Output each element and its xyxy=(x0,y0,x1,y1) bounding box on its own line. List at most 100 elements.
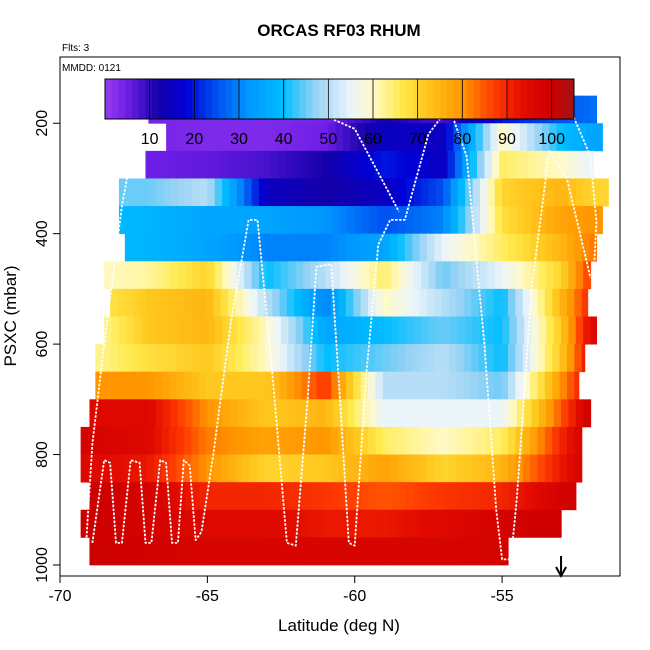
heatmap-cell xyxy=(531,316,540,345)
heatmap-cell xyxy=(502,399,511,428)
heatmap-cell xyxy=(331,288,340,317)
heatmap-cell xyxy=(353,426,362,455)
heatmap-cell xyxy=(369,316,378,345)
heatmap-cell xyxy=(390,509,399,538)
heatmap-cell xyxy=(183,509,192,538)
colorbar-swatch xyxy=(520,79,528,119)
colorbar-swatch xyxy=(151,79,160,119)
heatmap-cell xyxy=(347,399,356,428)
heatmap-cell xyxy=(368,371,376,400)
colorbar-swatch xyxy=(513,79,521,119)
heatmap-cell xyxy=(390,371,399,400)
heatmap-cell xyxy=(198,233,207,262)
heatmap-cell xyxy=(250,426,259,455)
heatmap-cell xyxy=(126,261,135,290)
heatmap-cell xyxy=(340,399,348,428)
heatmap-cell xyxy=(102,509,111,538)
heatmap-cell xyxy=(294,426,303,455)
heatmap-cell xyxy=(419,344,428,373)
heatmap-cell xyxy=(574,426,583,455)
heatmap-cell xyxy=(169,288,178,317)
heatmap-cell xyxy=(360,233,369,262)
heatmap-cell xyxy=(404,371,413,400)
heatmap-cell xyxy=(177,399,186,428)
y-tick-label: 800 xyxy=(34,441,51,468)
heatmap-cell xyxy=(566,344,575,373)
heatmap-cell xyxy=(581,233,590,262)
heatmap-cell xyxy=(307,150,316,179)
colorbar-tick-label: 10 xyxy=(141,131,159,148)
heatmap-cell xyxy=(435,316,444,345)
heatmap-cell xyxy=(406,537,415,566)
heatmap-cell xyxy=(435,206,444,235)
heatmap-cell xyxy=(388,150,397,179)
colorbar xyxy=(104,78,575,120)
heatmap-cell xyxy=(559,426,568,455)
heatmap-cell xyxy=(323,233,332,262)
heatmap-cell xyxy=(170,537,179,566)
heatmap-cell xyxy=(457,399,466,428)
heatmap-cell xyxy=(398,537,407,566)
heatmap-cell xyxy=(124,371,133,400)
heatmap-cell xyxy=(205,426,214,455)
heatmap-cell xyxy=(264,371,273,400)
heatmap-cell xyxy=(537,426,546,455)
heatmap-cell xyxy=(214,206,223,235)
heatmap-cell xyxy=(214,537,223,566)
heatmap-cell xyxy=(376,537,385,566)
heatmap-cell xyxy=(347,261,356,290)
heatmap-cell xyxy=(471,371,480,400)
heatmap-cell xyxy=(382,288,391,317)
heatmap-cell xyxy=(310,537,319,566)
heatmap-cell xyxy=(478,288,487,317)
heatmap-cell xyxy=(176,509,185,538)
heatmap-cell xyxy=(273,206,282,235)
heatmap-cell xyxy=(434,344,443,373)
colorbar-tick-label: 100 xyxy=(538,131,565,148)
heatmap-cell xyxy=(133,178,142,207)
heatmap-cell xyxy=(317,206,326,235)
heatmap-cell xyxy=(345,426,354,455)
heatmap-cell xyxy=(413,399,422,428)
heatmap-cell xyxy=(580,150,589,179)
heatmap-cell xyxy=(494,316,503,345)
heatmap-cell xyxy=(294,288,303,317)
heatmap-cell xyxy=(301,509,310,538)
colorbar-swatch xyxy=(500,79,508,119)
heatmap-cell xyxy=(132,509,141,538)
heatmap-cell xyxy=(191,233,200,262)
heatmap-cell xyxy=(207,482,216,511)
heatmap-cell xyxy=(344,150,353,179)
heatmap-cell xyxy=(384,399,393,428)
heatmap-cell xyxy=(110,371,119,400)
heatmap-cell xyxy=(228,233,236,262)
heatmap-cell xyxy=(450,537,459,566)
heatmap-cell xyxy=(508,344,516,373)
heatmap-cell xyxy=(382,371,391,400)
heatmap-cell xyxy=(250,344,259,373)
heatmap-cell xyxy=(309,454,318,483)
heatmap-cell xyxy=(276,123,285,152)
heatmap-cell xyxy=(217,123,226,152)
heatmap-cell xyxy=(214,399,223,428)
heatmap-cell xyxy=(141,261,150,290)
heatmap-cell xyxy=(242,509,251,538)
heatmap-cell xyxy=(463,371,472,400)
heatmap-cell xyxy=(270,150,279,179)
heatmap-cell xyxy=(220,233,229,262)
heatmap-cell xyxy=(117,509,126,538)
y-tick-label: 200 xyxy=(34,110,51,137)
heatmap-cell xyxy=(568,399,577,428)
heatmap-cell xyxy=(278,150,287,179)
heatmap-cell xyxy=(325,178,334,207)
colorbar-swatch xyxy=(131,79,139,119)
heatmap-cell xyxy=(472,399,481,428)
heatmap-cell xyxy=(281,316,290,345)
heatmap-cell xyxy=(133,482,142,511)
heatmap-cell xyxy=(258,316,267,345)
heatmap-cell xyxy=(279,233,288,262)
heatmap-cell xyxy=(531,399,540,428)
heatmap-cell xyxy=(132,426,141,455)
heatmap-cell xyxy=(493,454,502,483)
heatmap-cell xyxy=(80,509,89,538)
